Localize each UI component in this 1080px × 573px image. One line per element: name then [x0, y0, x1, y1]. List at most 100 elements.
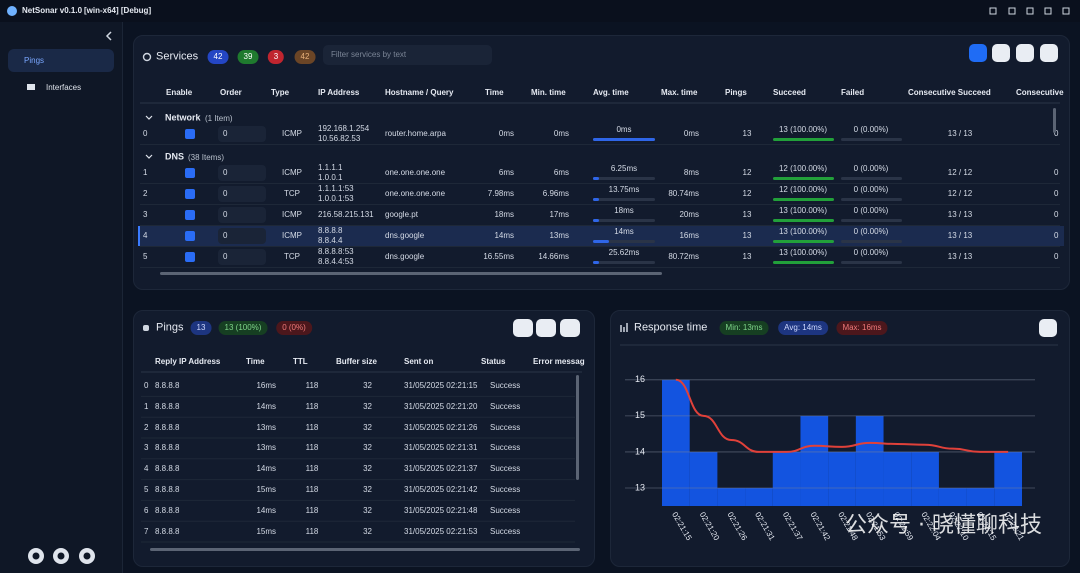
column-header: Time [485, 88, 504, 97]
failed: 0 (0.00%) [853, 185, 889, 194]
row-index: 4 [143, 231, 148, 240]
bar [938, 487, 967, 506]
group-name: DNS [165, 151, 185, 162]
order-spinner[interactable] [218, 249, 266, 265]
x-tick-label: 02:21:20 [698, 511, 722, 543]
status: Success [490, 401, 521, 411]
enable-checkbox[interactable] [185, 210, 195, 220]
order-spinner[interactable] [218, 186, 266, 202]
row-index: 4 [144, 464, 149, 474]
avg-bar-track [593, 198, 655, 201]
consecutive: 0 [1054, 252, 1059, 261]
max-time: 16ms [679, 231, 699, 240]
ttl: 118 [305, 422, 319, 432]
column-header: Hostname / Query [385, 88, 454, 97]
failed-bar [841, 240, 902, 243]
bar [966, 487, 995, 506]
nav-item[interactable]: Interfaces [46, 83, 82, 92]
x-tick-label: 02:21:37 [781, 511, 805, 543]
status: Success [490, 485, 521, 494]
bar [855, 415, 884, 506]
time: 14ms [256, 464, 276, 474]
toolbar-button[interactable] [1016, 44, 1034, 62]
reply-ip: 8.8.8.8 [155, 526, 180, 536]
succeed: 13 (100.00%) [778, 125, 828, 134]
succeed: 13 (100.00%) [778, 206, 828, 215]
avg-bar-fill [593, 138, 655, 141]
toolbar-button[interactable] [1040, 44, 1058, 62]
row-index: 5 [143, 252, 148, 261]
save-button[interactable] [1039, 319, 1057, 337]
enable-checkbox[interactable] [185, 231, 195, 241]
row-index: 7 [144, 526, 149, 536]
group-chevron [145, 115, 153, 120]
avg-bar-track [593, 219, 655, 222]
toolbar-button[interactable] [992, 44, 1010, 62]
row-index: 1 [143, 168, 148, 177]
toolbar-button[interactable] [536, 319, 556, 337]
window-button [989, 7, 997, 15]
column-header: Order [220, 88, 242, 97]
order-value: 0 [223, 168, 228, 177]
order-spinner[interactable] [218, 126, 266, 142]
order-value: 0 [223, 210, 228, 219]
ip-address: 8.8.4.4 [318, 236, 343, 245]
ttl: 118 [305, 464, 319, 474]
sent-on: 31/05/2025 02:21:26 [404, 422, 478, 432]
failed: 0 (0.00%) [853, 227, 889, 236]
enable-checkbox[interactable] [185, 168, 195, 178]
enable-checkbox[interactable] [185, 189, 195, 199]
order-value: 0 [223, 252, 228, 261]
order-spinner[interactable] [218, 207, 266, 223]
row-index: 2 [143, 189, 148, 198]
window-button [1044, 7, 1052, 15]
services-icon [142, 52, 152, 62]
consecutive-succeed: 13 / 13 [947, 129, 973, 138]
order-spinner[interactable] [218, 228, 266, 244]
ip-address: 1.0.0.1 [318, 173, 343, 182]
enable-checkbox[interactable] [185, 252, 195, 262]
buffer-size: 32 [363, 381, 372, 390]
min-time: 17ms [549, 210, 569, 219]
hostname: dns.google [385, 252, 425, 261]
avg-bar-fill [593, 219, 600, 222]
ttl: 118 [305, 381, 319, 390]
sidebar [0, 22, 123, 573]
time: 6ms [498, 168, 514, 177]
column-header: Status [481, 357, 506, 366]
sent-on: 31/05/2025 02:21:37 [404, 464, 478, 474]
order-spinner[interactable] [218, 165, 266, 181]
toolbar-button[interactable] [560, 319, 580, 337]
ip-address: 8.8.4.4:53 [318, 257, 354, 266]
buffer-size: 32 [363, 464, 372, 474]
services-panel [133, 35, 1070, 290]
failed-bar [841, 138, 902, 141]
pings-icon [143, 325, 149, 331]
count-badge: 13 [190, 321, 212, 335]
ip-address: 8.8.8.8 [318, 226, 343, 235]
column-header: Buffer size [336, 357, 377, 366]
v-scrollbar [576, 375, 579, 480]
time: 18ms [494, 210, 514, 219]
bar [689, 451, 718, 506]
pings: 13 [742, 252, 752, 261]
succeed-bar [773, 219, 834, 222]
status: Success [490, 526, 521, 536]
reply-ip: 8.8.8.8 [155, 485, 180, 494]
avg-bar-fill [593, 240, 609, 243]
add-button[interactable] [969, 44, 987, 62]
time: 15ms [256, 526, 276, 536]
column-header: Enable [166, 88, 193, 97]
collapse-button [105, 31, 112, 41]
count-badge: 42 [207, 50, 229, 64]
buffer-size: 32 [363, 485, 372, 494]
toolbar-button[interactable] [513, 319, 533, 337]
nav-item-selected[interactable] [8, 49, 114, 72]
status: Success [490, 464, 521, 474]
nav-item[interactable]: Pings [24, 56, 45, 65]
filter-input[interactable] [323, 45, 492, 65]
enable-checkbox[interactable] [185, 129, 195, 139]
reply-ip: 8.8.8.8 [155, 443, 180, 453]
panel-title: Services [156, 50, 199, 63]
avg-bar-fill [593, 177, 600, 180]
